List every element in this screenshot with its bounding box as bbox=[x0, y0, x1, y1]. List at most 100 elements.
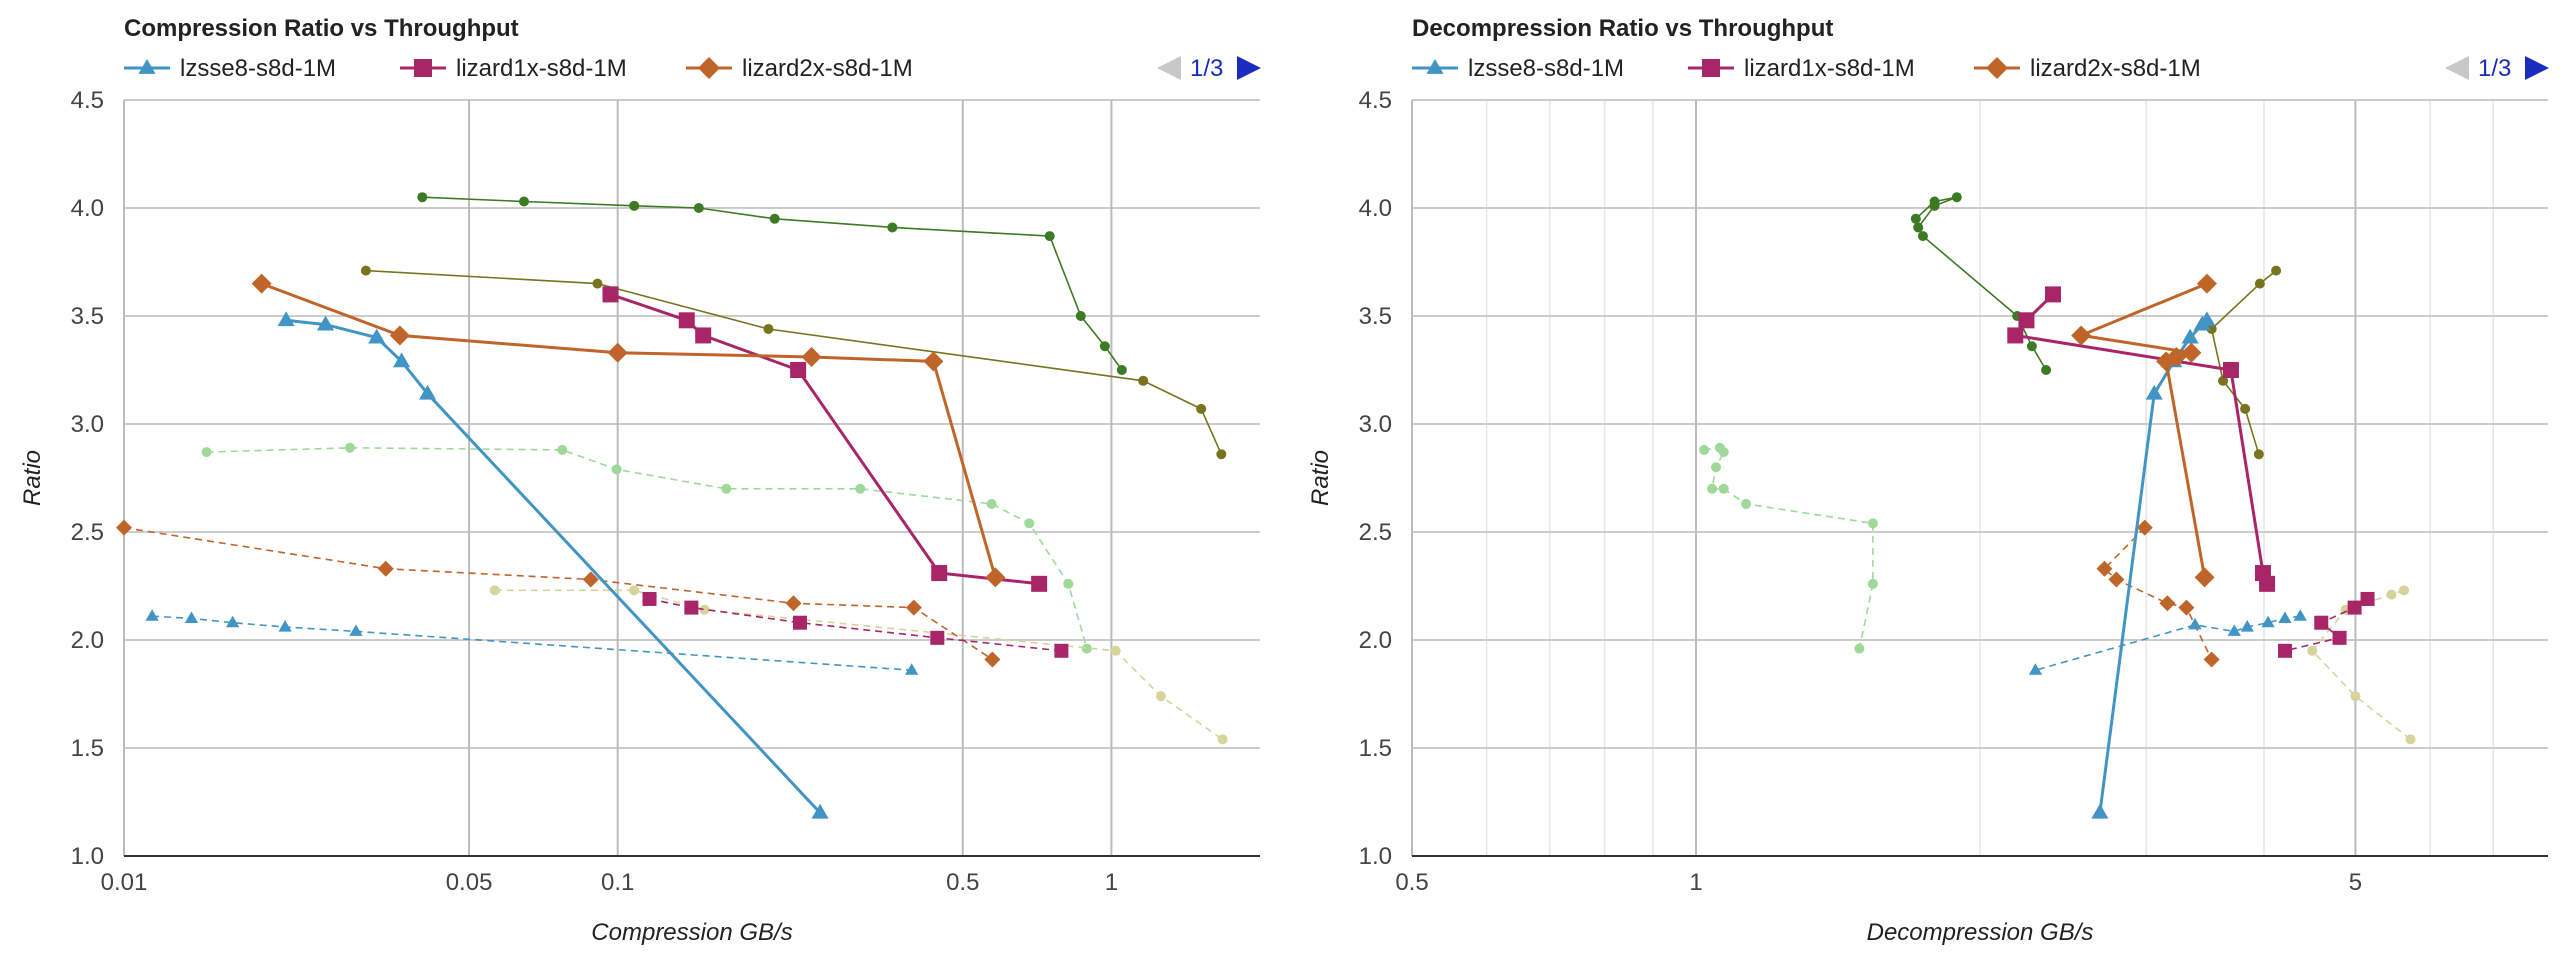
y-tick-label: 1.5 bbox=[71, 735, 104, 762]
series-unlabeled-7 bbox=[116, 519, 1001, 668]
data-point bbox=[930, 630, 945, 645]
data-point bbox=[2096, 560, 2113, 577]
data-point bbox=[389, 325, 410, 346]
data-point bbox=[1951, 192, 1962, 203]
legend-item-lizard2x-s8d-1M[interactable]: lizard2x-s8d-1M bbox=[686, 55, 913, 82]
data-point bbox=[1707, 483, 1718, 494]
data-point bbox=[2399, 585, 2410, 596]
data-point bbox=[678, 312, 695, 329]
data-point bbox=[602, 286, 619, 303]
data-point bbox=[2156, 351, 2177, 372]
legend-label: lizard2x-s8d-1M bbox=[2030, 55, 2201, 82]
pager-label: 1/3 bbox=[2478, 55, 2511, 82]
triangle-right-icon[interactable] bbox=[1237, 56, 1261, 80]
data-point bbox=[2091, 803, 2109, 819]
data-point bbox=[2198, 311, 2216, 327]
y-tick-label: 1.5 bbox=[1359, 735, 1392, 762]
data-point bbox=[251, 273, 272, 294]
data-point bbox=[2314, 615, 2329, 630]
data-point bbox=[201, 447, 212, 458]
legend-label: lzsse8-s8d-1M bbox=[180, 55, 336, 82]
series-line bbox=[610, 292, 1040, 586]
triangle-right-icon[interactable] bbox=[2525, 56, 2549, 80]
triangle-left-icon[interactable] bbox=[2445, 56, 2469, 80]
x-tick-label: 0.5 bbox=[946, 869, 979, 896]
series-line bbox=[123, 526, 993, 661]
data-point bbox=[2159, 595, 2176, 612]
data-point bbox=[2253, 449, 2264, 460]
data-point bbox=[629, 585, 640, 596]
series-unlabeled-8 bbox=[642, 591, 1069, 658]
data-point bbox=[2277, 643, 2292, 658]
y-tick-label: 2.0 bbox=[71, 627, 104, 654]
triangle-left-icon[interactable] bbox=[1157, 56, 1181, 80]
data-point bbox=[2240, 403, 2251, 414]
y-tick-label: 2.5 bbox=[1359, 519, 1392, 546]
data-point bbox=[1718, 447, 1729, 458]
x-tick-label: 5 bbox=[2349, 869, 2362, 896]
minor-grid bbox=[1485, 100, 2495, 856]
y-tick-label: 4.0 bbox=[1359, 195, 1392, 222]
data-point bbox=[2203, 651, 2220, 668]
legend-item-lzsse8-s8d-1M[interactable]: lzsse8-s8d-1M bbox=[124, 55, 336, 82]
legend-marker bbox=[1426, 59, 1444, 74]
data-point bbox=[1710, 462, 1721, 473]
legend-item-lizard1x-s8d-1M[interactable]: lizard1x-s8d-1M bbox=[400, 55, 627, 82]
data-point bbox=[801, 347, 822, 368]
data-point bbox=[2350, 691, 2361, 702]
data-point bbox=[611, 464, 622, 475]
series-line bbox=[365, 269, 1223, 455]
series-line bbox=[261, 282, 997, 578]
data-point bbox=[368, 328, 386, 344]
data-point bbox=[905, 663, 919, 675]
data-point bbox=[1910, 213, 1921, 224]
data-point bbox=[582, 571, 599, 588]
data-point bbox=[695, 327, 712, 344]
data-point bbox=[277, 311, 295, 327]
data-point bbox=[1216, 449, 1227, 460]
series-line bbox=[649, 598, 1062, 652]
x-tick-label: 0.01 bbox=[101, 869, 148, 896]
legend-item-lizard1x-s8d-1M[interactable]: lizard1x-s8d-1M bbox=[1688, 55, 1915, 82]
data-point bbox=[1867, 578, 1878, 589]
data-point bbox=[986, 498, 997, 509]
data-point bbox=[2360, 591, 2375, 606]
series-line bbox=[422, 196, 1123, 371]
data-point bbox=[769, 213, 780, 224]
plot-area bbox=[124, 100, 1260, 856]
legend-item-lzsse8-s8d-1M[interactable]: lzsse8-s8d-1M bbox=[1412, 55, 1624, 82]
data-point bbox=[2194, 567, 2215, 588]
data-point bbox=[2206, 323, 2217, 334]
data-point bbox=[1718, 483, 1729, 494]
data-point bbox=[519, 196, 530, 207]
data-point bbox=[2386, 589, 2397, 600]
legend-marker bbox=[414, 59, 432, 77]
data-point bbox=[693, 203, 704, 213]
x-axis-label: Compression GB/s bbox=[591, 919, 792, 946]
compression-chart-panel: 1.0 1.5 2.0 2.5 3.0 3.5 4.0 4.5 0.01 0.05 0.1 0.5 1 C… bbox=[19, 15, 1261, 946]
chart-title: Compression Ratio vs Throughput bbox=[124, 15, 519, 42]
legend-marker bbox=[698, 57, 720, 79]
data-point bbox=[2307, 645, 2318, 656]
data-point bbox=[2145, 384, 2163, 400]
data-point bbox=[984, 651, 1001, 668]
data-point bbox=[1031, 575, 1048, 592]
series-unlabeled-8 bbox=[2277, 591, 2375, 658]
data-point bbox=[2028, 663, 2043, 675]
legend: lzsse8-s8d-1M lizard1x-s8d-1M lizard2x-s8d… bbox=[1412, 55, 2201, 82]
data-point bbox=[316, 315, 335, 331]
legend-item-lizard2x-s8d-1M[interactable]: lizard2x-s8d-1M bbox=[1974, 55, 2201, 82]
data-point bbox=[278, 620, 292, 632]
y-axis-label: Ratio bbox=[1307, 450, 1334, 506]
data-point bbox=[2007, 327, 2024, 344]
y-axis-label: Ratio bbox=[19, 450, 46, 506]
legend-pager: 1/3 bbox=[2445, 55, 2549, 82]
data-point bbox=[2136, 519, 2153, 536]
series-lizard2x-s8d-1M bbox=[2071, 273, 2217, 588]
data-point bbox=[2254, 278, 2265, 289]
data-point bbox=[1138, 375, 1149, 386]
x-tick-label: 0.1 bbox=[601, 869, 634, 896]
series-line bbox=[2103, 527, 2213, 660]
y-tick-label: 3.0 bbox=[1359, 411, 1392, 438]
series-line bbox=[206, 446, 1088, 649]
